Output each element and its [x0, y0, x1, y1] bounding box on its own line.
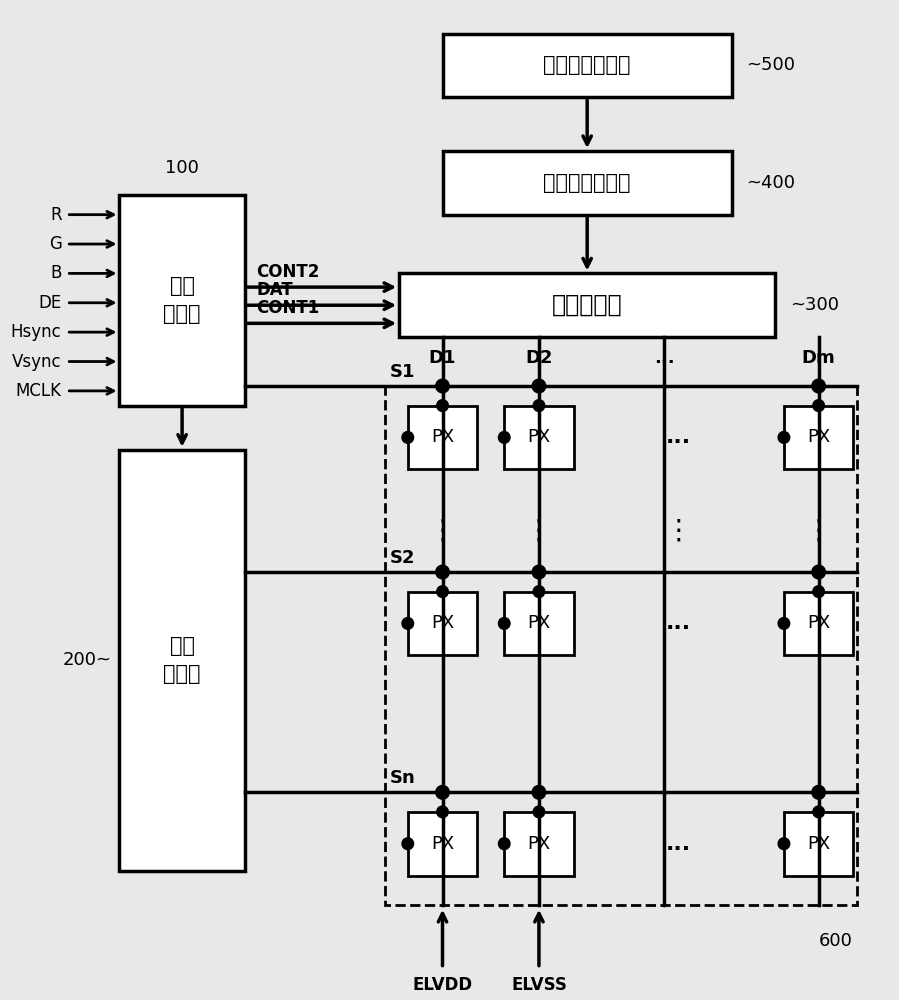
Text: PX: PX — [807, 428, 831, 446]
Text: ...: ... — [654, 349, 674, 367]
Circle shape — [533, 586, 545, 597]
Text: Dm: Dm — [802, 349, 835, 367]
Circle shape — [533, 400, 545, 411]
Text: ⋮: ⋮ — [665, 516, 692, 544]
Text: ...: ... — [666, 834, 691, 854]
Text: S2: S2 — [389, 549, 415, 567]
Text: 100: 100 — [165, 159, 199, 177]
Text: 600: 600 — [818, 932, 852, 950]
Circle shape — [532, 565, 546, 579]
Circle shape — [402, 838, 414, 850]
Text: ...: ... — [666, 613, 691, 633]
Text: ~400: ~400 — [746, 174, 796, 192]
Circle shape — [779, 618, 789, 629]
Text: Sn: Sn — [389, 769, 415, 787]
Text: B: B — [50, 264, 61, 282]
Text: CONT2: CONT2 — [256, 263, 320, 281]
Text: PX: PX — [431, 428, 454, 446]
Text: G: G — [49, 235, 61, 253]
Circle shape — [813, 586, 824, 597]
Bar — [442, 34, 732, 97]
Text: 信号
控制器: 信号 控制器 — [164, 276, 200, 324]
Circle shape — [812, 379, 825, 393]
Text: ⋮: ⋮ — [805, 516, 832, 544]
Text: 伽玛电压发生器: 伽玛电压发生器 — [543, 173, 631, 193]
Bar — [504, 812, 574, 876]
Text: ~300: ~300 — [789, 296, 839, 314]
Bar — [504, 592, 574, 655]
Text: D2: D2 — [525, 349, 553, 367]
Text: 扫描
驱动器: 扫描 驱动器 — [164, 636, 200, 684]
Text: DE: DE — [39, 294, 61, 312]
Circle shape — [532, 379, 546, 393]
Circle shape — [498, 618, 510, 629]
Text: MCLK: MCLK — [15, 382, 61, 400]
Circle shape — [437, 586, 449, 597]
Text: DAT: DAT — [256, 281, 293, 299]
Bar — [408, 812, 477, 876]
Text: PX: PX — [528, 614, 550, 632]
Text: ~500: ~500 — [746, 56, 796, 74]
Circle shape — [436, 785, 450, 799]
Text: CONT1: CONT1 — [256, 299, 320, 317]
Circle shape — [498, 838, 510, 850]
Text: D1: D1 — [429, 349, 457, 367]
Text: ...: ... — [666, 427, 691, 447]
Circle shape — [498, 432, 510, 443]
Bar — [442, 151, 732, 215]
Text: ⋮: ⋮ — [525, 516, 553, 544]
Text: PX: PX — [807, 835, 831, 853]
Text: PX: PX — [528, 835, 550, 853]
Bar — [784, 592, 853, 655]
Circle shape — [402, 432, 414, 443]
Text: ELVDD: ELVDD — [413, 976, 473, 994]
Circle shape — [437, 400, 449, 411]
Text: Vsync: Vsync — [12, 353, 61, 371]
Text: PX: PX — [807, 614, 831, 632]
Text: 200~: 200~ — [63, 651, 111, 669]
Circle shape — [533, 806, 545, 818]
Bar — [120, 450, 245, 871]
Bar — [399, 273, 775, 337]
Bar — [504, 406, 574, 469]
Text: S1: S1 — [389, 363, 415, 381]
Text: PX: PX — [431, 614, 454, 632]
Circle shape — [436, 565, 450, 579]
Bar — [784, 812, 853, 876]
Circle shape — [812, 565, 825, 579]
Text: ELVSS: ELVSS — [511, 976, 567, 994]
Text: 参考电压发生器: 参考电压发生器 — [543, 55, 631, 75]
Text: PX: PX — [431, 835, 454, 853]
Circle shape — [779, 838, 789, 850]
Circle shape — [812, 785, 825, 799]
Text: R: R — [50, 206, 61, 224]
Bar — [385, 386, 858, 905]
Circle shape — [813, 400, 824, 411]
Bar — [408, 406, 477, 469]
Text: 数据驱动器: 数据驱动器 — [552, 293, 622, 317]
Circle shape — [437, 806, 449, 818]
Circle shape — [779, 432, 789, 443]
Circle shape — [436, 379, 450, 393]
Circle shape — [402, 618, 414, 629]
Circle shape — [813, 806, 824, 818]
Bar — [408, 592, 477, 655]
Circle shape — [532, 785, 546, 799]
Text: PX: PX — [528, 428, 550, 446]
Bar — [784, 406, 853, 469]
Text: ⋮: ⋮ — [429, 516, 457, 544]
Bar — [120, 195, 245, 406]
Text: Hsync: Hsync — [11, 323, 61, 341]
